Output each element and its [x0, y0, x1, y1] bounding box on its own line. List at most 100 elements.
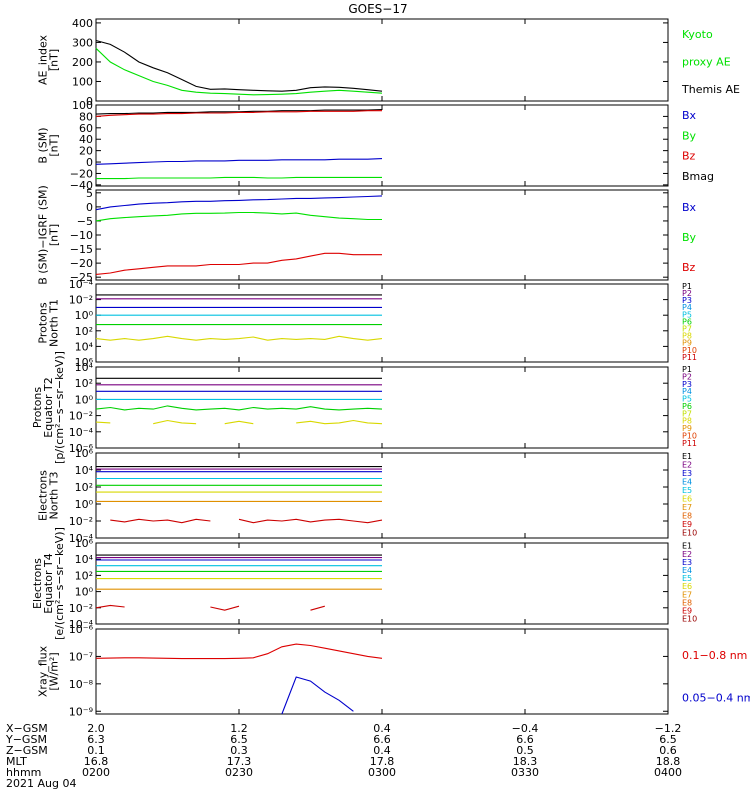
y-axis-label: North T1	[48, 299, 61, 347]
y-axis-label: B (SM)−IGRF (SM)	[37, 185, 50, 285]
y-tick-label: 40	[79, 133, 93, 146]
legend-label: E1	[682, 452, 692, 461]
series-line-p6	[95, 405, 383, 411]
y-axis-label: Equator T4	[42, 553, 55, 613]
legend-label: P6	[682, 317, 692, 326]
y-tick-label: 100	[72, 99, 93, 112]
series-line-bz	[95, 110, 382, 117]
y-tick-label: 10⁻⁴	[69, 278, 94, 291]
legend-label: E2	[682, 460, 692, 469]
series-line-themis-ae	[95, 39, 383, 92]
y-axis-label: [p/(cm²−s−sr−keV)]	[53, 351, 66, 464]
y-axis-label: [nT]	[48, 224, 61, 246]
legend-label: 0.1−0.8 nm	[682, 649, 747, 662]
panel-frame	[95, 366, 669, 449]
legend-label: E8	[682, 598, 692, 607]
legend-label: proxy AE	[682, 55, 731, 68]
legend-label: Bmag	[682, 170, 714, 183]
legend-label: E7	[682, 590, 692, 599]
x-tick-value: 18.8	[656, 755, 681, 768]
y-tick-label: 10⁶	[75, 447, 94, 460]
legend-label: E7	[682, 503, 692, 512]
y-tick-label: 300	[72, 36, 93, 49]
panel-frame	[95, 628, 669, 715]
y-tick-label: −20	[70, 167, 93, 180]
series-line-by	[95, 211, 382, 222]
y-tick-label: −15	[70, 243, 93, 256]
legend-label: P5	[682, 310, 692, 319]
plot-title: GOES−17	[348, 2, 407, 16]
x-tick-value: 0.1	[87, 744, 105, 757]
x-tick-value: 17.8	[370, 755, 395, 768]
y-tick-label: 10²	[75, 481, 93, 494]
y-axis-label: Electrons	[31, 558, 44, 609]
y-axis-label: [e/(cm²−s−sr−keV)]	[53, 527, 66, 640]
legend-label: P1	[682, 282, 692, 291]
x-tick-value: 0.6	[659, 744, 677, 757]
legend-label: P8	[682, 332, 692, 341]
panel-frame	[95, 283, 669, 363]
x-tick-value: 17.3	[227, 755, 252, 768]
legend-label: Bz	[682, 150, 696, 163]
y-tick-label: −40	[70, 179, 93, 192]
y-tick-label: 60	[79, 122, 93, 135]
x-row-label: Z−GSM	[6, 744, 48, 757]
legend-label: E9	[682, 520, 692, 529]
legend-label: P7	[682, 409, 692, 418]
legend-label: E10	[682, 615, 697, 624]
x-tick-value: −1.2	[655, 722, 682, 735]
series-line-by	[96, 176, 382, 180]
legend-label: E6	[682, 582, 692, 591]
series-line-p8	[95, 335, 383, 341]
legend-label: P4	[682, 303, 692, 312]
legend-label: P9	[682, 339, 692, 348]
x-tick-value: 16.8	[84, 755, 109, 768]
series-line-p8	[95, 419, 383, 425]
y-tick-label: −25	[70, 271, 93, 284]
y-axis-label: Electrons	[37, 470, 50, 521]
y-axis-label: [nT]	[48, 49, 61, 71]
x-row-label: hhmm	[6, 766, 41, 779]
x-tick-value: 6.5	[230, 733, 248, 746]
y-tick-label: 200	[72, 56, 93, 69]
legend-label: P5	[682, 395, 692, 404]
panel-ae: 0 100 200 300 400 AE_index[nT] Kyoto proxy AE Th…	[37, 17, 740, 108]
y-tick-label: 20	[79, 145, 93, 158]
y-axis-label: North T3	[48, 472, 61, 520]
x-row-label: MLT	[6, 755, 27, 768]
y-tick-label: 10⁻²	[69, 515, 93, 528]
legend-label: P3	[682, 296, 692, 305]
legend-label: E4	[682, 566, 692, 575]
legend-label: P2	[682, 289, 692, 298]
x-tick-value: 6.6	[373, 733, 391, 746]
legend-label: P4	[682, 387, 692, 396]
y-tick-label: 0	[86, 201, 93, 214]
legend-label: E3	[682, 469, 692, 478]
y-tick-label: 80	[79, 110, 93, 123]
panel-frame	[95, 452, 669, 539]
legend-label: E5	[682, 486, 692, 495]
y-tick-label: 0	[86, 156, 93, 169]
legend-label: Bx	[682, 201, 697, 214]
series-line-bx	[95, 195, 383, 211]
series-line-bmag	[95, 109, 383, 115]
y-tick-label: 10⁻²	[69, 294, 93, 307]
legend-label: E10	[682, 528, 697, 537]
legend-label: P6	[682, 402, 692, 411]
y-axis-label: Equator T2	[42, 377, 55, 437]
y-tick-label: 10⁻²	[69, 602, 93, 615]
y-tick-label: 10⁰	[75, 393, 94, 406]
panel-frame	[95, 104, 669, 187]
x-tick-value: 0200	[82, 766, 110, 779]
y-tick-label: 10⁻²	[69, 410, 93, 423]
y-tick-label: 10⁰	[75, 586, 94, 599]
legend-label: P2	[682, 373, 692, 382]
y-tick-label: 10⁶	[75, 537, 94, 550]
legend-label: E1	[682, 542, 692, 551]
y-axis-label: B (SM)	[37, 127, 50, 163]
series-line-e9	[96, 605, 382, 610]
x-tick-value: 1.2	[230, 722, 248, 735]
